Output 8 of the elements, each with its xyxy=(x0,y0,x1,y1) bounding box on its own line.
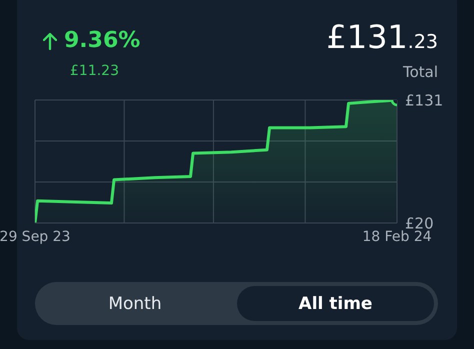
toggle-field: Month All time xyxy=(35,282,438,325)
y-tick-label: £131 xyxy=(405,91,444,110)
chart-title: 9.36% xyxy=(64,28,140,53)
text: £131.23 xyxy=(326,18,438,56)
chart-subtitle: £11.23 xyxy=(70,63,119,79)
text: Total xyxy=(402,63,438,81)
x-tick-label: 18 Feb 24 xyxy=(362,228,432,245)
x-tick-label: 29 Sep 23 xyxy=(0,228,70,245)
